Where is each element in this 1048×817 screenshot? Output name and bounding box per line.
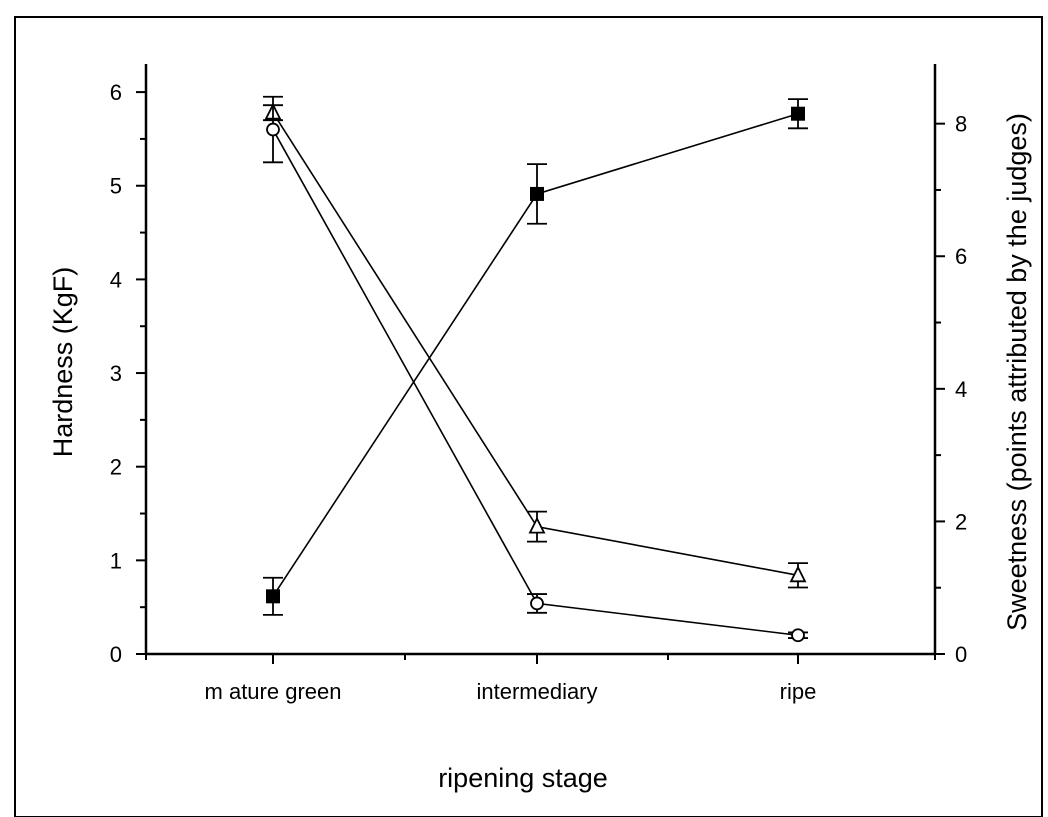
left-tick-label: 3 [110,361,122,386]
right-tick-label: 6 [955,244,967,269]
data-point-open-triangle [789,565,807,583]
data-point-filled-square [530,186,544,201]
x-ticks: m ature green intermediary ripe [145,654,936,704]
series-sweetness [263,98,808,616]
right-tick-label: 0 [955,642,967,667]
y-axis-title-right: Sweetness (points attributed by the judg… [1002,113,1032,631]
data-point-filled-square [266,589,280,604]
data-point-open-circle [530,596,544,611]
left-tick-label: 0 [110,642,122,667]
left-y-ticks: 0 1 2 3 4 5 6 [110,80,146,667]
right-tick-label: 8 [955,112,967,137]
chart-frame [14,16,1043,817]
series-layer [263,95,808,643]
left-tick-label: 5 [110,174,122,199]
x-axis-title: ripening stage [438,763,608,793]
left-tick-label: 1 [110,548,122,573]
right-y-ticks: 0 2 4 6 8 [935,112,967,667]
left-tick-label: 4 [110,267,122,292]
x-tick-label: intermediary [476,679,597,704]
right-tick-label: 4 [955,377,967,402]
series-hardness-open-circle [263,95,808,643]
x-tick-label: m ature green [205,679,342,704]
data-point-open-circle [791,628,805,643]
x-tick-label: ripe [780,679,817,704]
data-point-open-triangle [528,516,546,534]
right-tick-label: 2 [955,509,967,534]
left-tick-label: 6 [110,80,122,105]
data-point-filled-square [791,106,805,121]
left-tick-label: 2 [110,455,122,480]
data-point-open-circle [266,122,280,137]
y-axis-title-left: Hardness (KgF) [48,267,78,458]
